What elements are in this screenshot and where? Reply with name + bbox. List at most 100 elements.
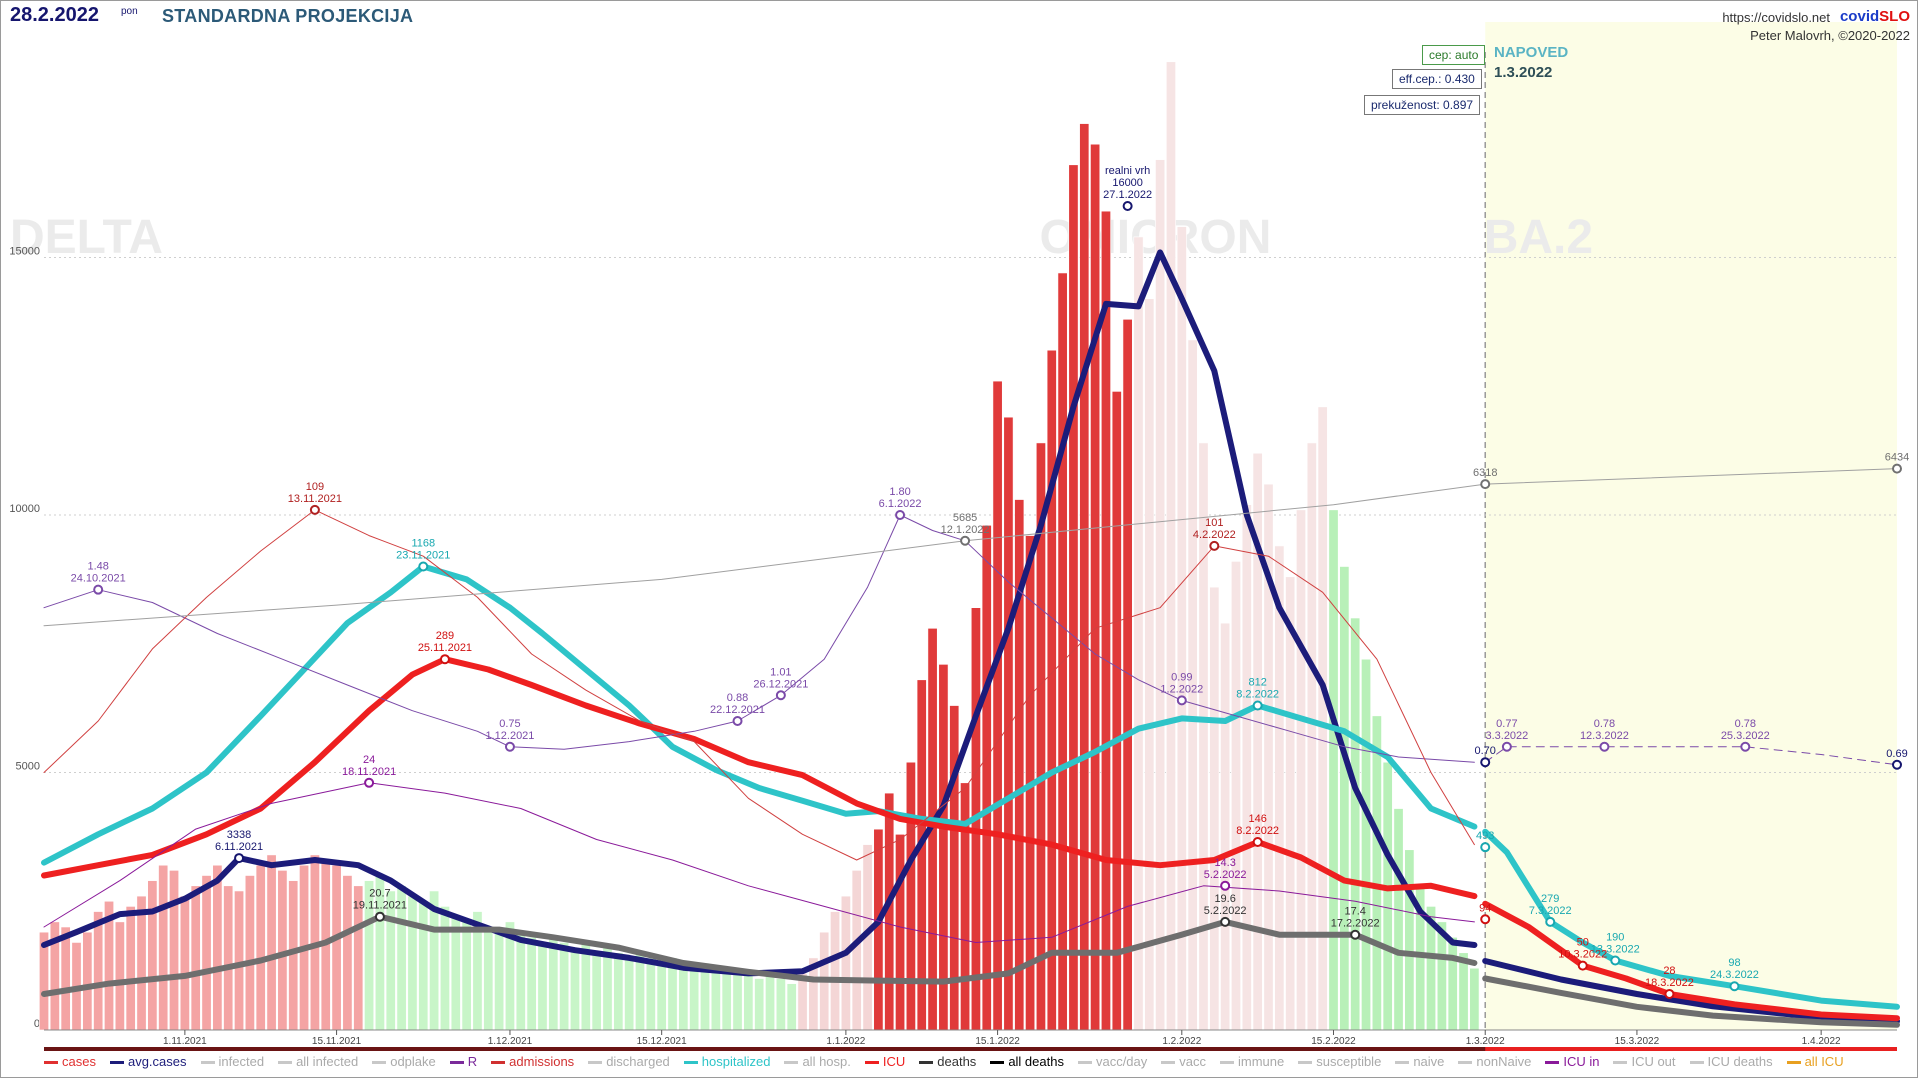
legend-swatch [1077, 1061, 1092, 1065]
case-bar [537, 942, 548, 1031]
legend-item-naive[interactable]: naive [1395, 1054, 1444, 1069]
case-bar [710, 967, 721, 1031]
legend-swatch [1395, 1061, 1410, 1065]
annotation-marker [1350, 929, 1361, 940]
annotation-label: 3338 [227, 829, 251, 841]
case-bar [114, 921, 125, 1031]
legend-item-hospitalized[interactable]: hospitalized [683, 1054, 770, 1069]
legend-item-icu-in[interactable]: ICU in [1545, 1054, 1599, 1069]
annotation-marker [309, 504, 320, 515]
series-line-avg-cases-forecast [1482, 958, 1900, 1025]
case-bar [136, 895, 147, 1031]
legend-item-icu-deaths[interactable]: ICU deaths [1689, 1054, 1773, 1069]
case-bar [1393, 808, 1404, 1031]
case-bar [439, 906, 450, 1031]
legend-swatch [919, 1061, 934, 1065]
annotation-label: 0.88 [727, 692, 748, 704]
case-bar [190, 885, 201, 1031]
annotation-label: 0.69 [1886, 748, 1907, 760]
legend-item-all-hosp-[interactable]: all hosp. [784, 1054, 851, 1069]
annotation-marker [418, 561, 429, 572]
legend-item-avg-cases[interactable]: avg.cases [109, 1054, 187, 1069]
annotation-label: 190 [1606, 931, 1624, 943]
legend-label: all deaths [1008, 1054, 1064, 1069]
legend-item-icu[interactable]: ICU [864, 1054, 905, 1069]
annotation-label: 146 [1248, 813, 1266, 825]
legend-item-admissions[interactable]: admissions [491, 1054, 574, 1069]
legend-item-all-icu[interactable]: all ICU [1786, 1054, 1844, 1069]
annotation-label: 26.12.2021 [753, 678, 808, 690]
case-bar [732, 967, 743, 1031]
case-bar [1057, 272, 1068, 1031]
annotation-label: 23.11.2021 [396, 550, 450, 562]
annotation-marker [504, 741, 515, 752]
case-bar [331, 864, 342, 1031]
annotation-label: 6.11.2021 [215, 841, 263, 853]
annotation-label: 19.6 [1214, 893, 1235, 905]
annotation-label: 1.2.2022 [1160, 683, 1203, 695]
annotation-label: 1.01 [770, 666, 791, 678]
case-bar [1046, 349, 1057, 1031]
annotation-label: 24 [363, 754, 375, 766]
case-bar [1328, 509, 1339, 1031]
case-bar [754, 978, 765, 1031]
annotation-marker [1122, 201, 1133, 211]
header-url[interactable]: https://covidslo.net [1722, 10, 1830, 25]
annotation-label: 27.1.2022 [1103, 189, 1152, 201]
annotation-label: 8.2.2022 [1236, 825, 1279, 837]
case-bar [418, 900, 429, 1031]
case-bar [1447, 936, 1458, 1031]
x-tick-label: 15.2.2022 [1311, 1036, 1356, 1047]
forecast-date: 1.3.2022 [1494, 64, 1553, 81]
case-bar [765, 973, 775, 1031]
legend-item-nonnaive[interactable]: nonNaive [1458, 1054, 1531, 1069]
annotation-marker [374, 911, 385, 922]
case-bar [201, 875, 212, 1031]
case-bar [212, 864, 223, 1031]
legend-item-icu-out[interactable]: ICU out [1613, 1054, 1676, 1069]
case-bar [1100, 210, 1111, 1031]
annotation-marker [1892, 463, 1902, 474]
legend-item-all-deaths[interactable]: all deaths [990, 1054, 1064, 1069]
legend-item-cases[interactable]: cases [44, 1054, 96, 1069]
prekuzenost-param-box[interactable]: prekuženost: 0.897 [1364, 95, 1481, 115]
legend-item-susceptible[interactable]: susceptible [1298, 1054, 1381, 1069]
legend-item-all-infected[interactable]: all infected [278, 1054, 358, 1069]
annotation-label: 12.3.2022 [1580, 730, 1629, 742]
legend-label: avg.cases [127, 1054, 187, 1069]
legend-item-infected[interactable]: infected [200, 1054, 264, 1069]
annotation-label: 1.48 [87, 561, 108, 573]
case-bar [1371, 715, 1382, 1031]
case-bar [147, 880, 158, 1031]
legend-item-vacc-day[interactable]: vacc/day [1077, 1054, 1148, 1069]
legend-item-deaths[interactable]: deaths [919, 1054, 976, 1069]
annotation-label: 289 [436, 630, 454, 642]
annotation-marker [1176, 695, 1187, 706]
annotation-label: 5685 [953, 512, 977, 524]
case-bar [1296, 509, 1306, 1031]
legend-item-discharged[interactable]: discharged [588, 1054, 670, 1069]
case-bar [580, 942, 591, 1031]
legend-item-r[interactable]: R [449, 1054, 477, 1069]
case-bar [1209, 586, 1220, 1031]
legend-item-odplake[interactable]: odplake [372, 1054, 436, 1069]
cep-param-box[interactable]: cep: auto [1422, 45, 1486, 65]
annotation-marker [1480, 842, 1491, 853]
legend-item-vacc[interactable]: vacc [1161, 1054, 1206, 1069]
eff-cep-param-box[interactable]: eff.cep.: 0.430 [1392, 69, 1482, 89]
annotation-label: 17.2.2022 [1331, 918, 1380, 930]
annotation-label: 493 [1476, 830, 1494, 842]
x-tick-label: 15.3.2022 [1615, 1036, 1660, 1047]
case-bar [938, 664, 949, 1031]
series-line-all-deaths-forecast [1482, 975, 1900, 1028]
case-bar [93, 911, 104, 1031]
case-bar [591, 952, 602, 1031]
case-bar [624, 957, 635, 1031]
legend-item-immune[interactable]: immune [1220, 1054, 1284, 1069]
case-bar [483, 926, 494, 1031]
annotation-marker [1729, 981, 1740, 992]
series-line-r [43, 514, 1475, 763]
legend-label: vacc/day [1095, 1054, 1148, 1069]
case-bar [1469, 967, 1480, 1031]
case-bar [1111, 391, 1122, 1031]
